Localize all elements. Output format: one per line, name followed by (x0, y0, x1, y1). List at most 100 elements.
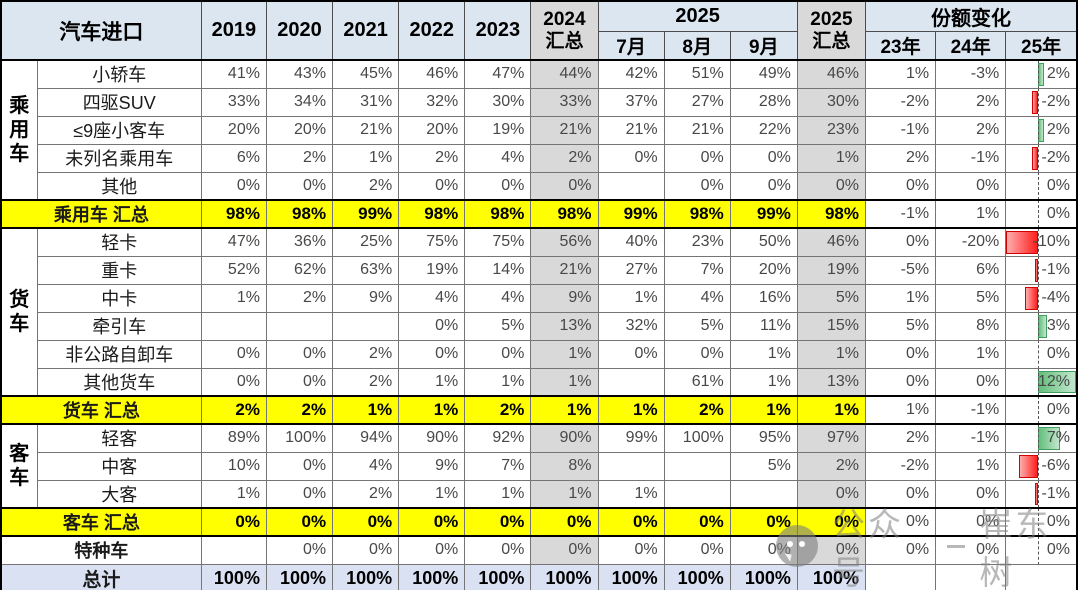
table-cell[interactable]: 44% (530, 59, 599, 89)
table-cell[interactable]: 1% (864, 59, 937, 89)
table-cell[interactable]: 43% (265, 59, 334, 89)
header-share-23[interactable]: 23年 (864, 31, 937, 61)
table-cell[interactable]: 0% (398, 311, 466, 341)
table-cell[interactable]: 0% (663, 143, 731, 173)
table-cell[interactable]: 1% (864, 395, 937, 425)
table-cell[interactable]: 20% (200, 115, 267, 145)
table-cell[interactable]: 0% (398, 507, 466, 537)
table-cell[interactable]: -10% (1005, 227, 1078, 257)
table-cell[interactable]: 31% (332, 87, 400, 117)
table-cell[interactable]: 61% (663, 367, 731, 397)
table-cell[interactable]: 0% (663, 171, 731, 201)
table-cell[interactable]: 0% (265, 339, 334, 369)
table-cell[interactable] (935, 563, 1007, 590)
table-cell[interactable]: 90% (530, 423, 599, 453)
table-cell[interactable]: 20% (729, 255, 798, 285)
table-cell[interactable]: 3% (1005, 311, 1078, 341)
table-cell[interactable]: 100% (729, 563, 798, 590)
table-cell[interactable]: 0% (864, 535, 937, 565)
table-cell[interactable]: 1% (398, 395, 466, 425)
table-cell[interactable]: 4% (464, 283, 532, 313)
table-cell[interactable]: 0% (200, 507, 267, 537)
table-cell[interactable]: 2% (935, 87, 1007, 117)
table-cell[interactable]: 0% (729, 171, 798, 201)
table-cell[interactable]: 0% (1005, 339, 1078, 369)
row-label[interactable]: 大客 (36, 479, 202, 509)
header-2025-sum[interactable]: 2025 汇总 (796, 0, 866, 61)
table-cell[interactable]: 7% (663, 255, 731, 285)
table-cell[interactable]: 27% (597, 255, 665, 285)
table-cell[interactable]: 21% (663, 115, 731, 145)
table-cell[interactable]: 1% (200, 479, 267, 509)
table-cell[interactable]: 0% (530, 171, 599, 201)
header-share-24[interactable]: 24年 (935, 31, 1007, 61)
table-cell[interactable]: 51% (663, 59, 731, 89)
table-cell[interactable]: 5% (729, 451, 798, 481)
table-cell[interactable]: 2% (796, 451, 866, 481)
table-cell[interactable]: 14% (464, 255, 532, 285)
table-cell[interactable]: 0% (663, 507, 731, 537)
header-2024-sum[interactable]: 2024 汇总 (530, 0, 599, 61)
table-cell[interactable]: 1% (332, 143, 400, 173)
table-cell[interactable]: 32% (597, 311, 665, 341)
group-label[interactable]: 货车 (0, 227, 38, 397)
header-month-aug[interactable]: 8月 (663, 31, 731, 61)
table-cell[interactable]: 99% (597, 199, 665, 229)
table-cell[interactable]: 62% (265, 255, 334, 285)
row-label[interactable]: 其他货车 (36, 367, 202, 397)
table-cell[interactable]: -1% (1005, 255, 1078, 285)
table-cell[interactable]: 1% (332, 395, 400, 425)
header-year-2021[interactable]: 2021 (332, 0, 400, 61)
row-label[interactable]: 乘用车 汇总 (0, 199, 202, 229)
row-label[interactable]: 货车 汇总 (0, 395, 202, 425)
table-cell[interactable]: -2% (864, 87, 937, 117)
table-cell[interactable]: 99% (729, 199, 798, 229)
table-cell[interactable]: 0% (265, 479, 334, 509)
table-cell[interactable]: 0% (464, 507, 532, 537)
row-label[interactable]: 小轿车 (36, 59, 202, 89)
table-cell[interactable]: 23% (663, 227, 731, 257)
table-cell[interactable]: 1% (398, 479, 466, 509)
table-cell[interactable]: 0% (200, 339, 267, 369)
table-cell[interactable]: 100% (265, 563, 334, 590)
header-share-25[interactable]: 25年 (1005, 31, 1078, 61)
table-cell[interactable]: 98% (530, 199, 599, 229)
table-cell[interactable]: 15% (796, 311, 866, 341)
table-cell[interactable]: 1% (398, 367, 466, 397)
table-cell[interactable]: 0% (864, 227, 937, 257)
table-cell[interactable]: 0% (796, 507, 866, 537)
table-cell[interactable]: 0% (935, 479, 1007, 509)
table-cell[interactable]: 5% (935, 283, 1007, 313)
table-cell[interactable]: 13% (796, 367, 866, 397)
row-label[interactable]: 轻卡 (36, 227, 202, 257)
table-cell[interactable]: 4% (398, 283, 466, 313)
group-label[interactable]: 客车 (0, 423, 38, 509)
table-cell[interactable]: 19% (796, 255, 866, 285)
table-cell[interactable]: 63% (332, 255, 400, 285)
table-cell[interactable] (200, 535, 267, 565)
table-cell[interactable]: 16% (729, 283, 798, 313)
table-cell[interactable]: 99% (597, 423, 665, 453)
table-cell[interactable]: -1% (935, 423, 1007, 453)
table-cell[interactable] (729, 479, 798, 509)
table-cell[interactable]: 10% (200, 451, 267, 481)
table-cell[interactable]: 28% (729, 87, 798, 117)
table-cell[interactable]: 1% (530, 367, 599, 397)
table-cell[interactable]: 100% (398, 563, 466, 590)
table-cell[interactable]: 0% (530, 507, 599, 537)
table-cell[interactable]: 21% (530, 115, 599, 145)
table-cell[interactable]: -1% (1005, 479, 1078, 509)
table-cell[interactable]: -20% (935, 227, 1007, 257)
table-cell[interactable]: -3% (935, 59, 1007, 89)
table-cell[interactable]: 0% (1005, 171, 1078, 201)
table-cell[interactable]: -6% (1005, 451, 1078, 481)
table-cell[interactable]: 0% (935, 535, 1007, 565)
table-cell[interactable]: 100% (597, 563, 665, 590)
table-cell[interactable]: 20% (398, 115, 466, 145)
table-cell[interactable]: 2% (265, 395, 334, 425)
table-cell[interactable]: 6% (200, 143, 267, 173)
table-cell[interactable]: 94% (332, 423, 400, 453)
table-cell[interactable]: 34% (265, 87, 334, 117)
table-cell[interactable] (597, 171, 665, 201)
table-cell[interactable]: 0% (796, 479, 866, 509)
